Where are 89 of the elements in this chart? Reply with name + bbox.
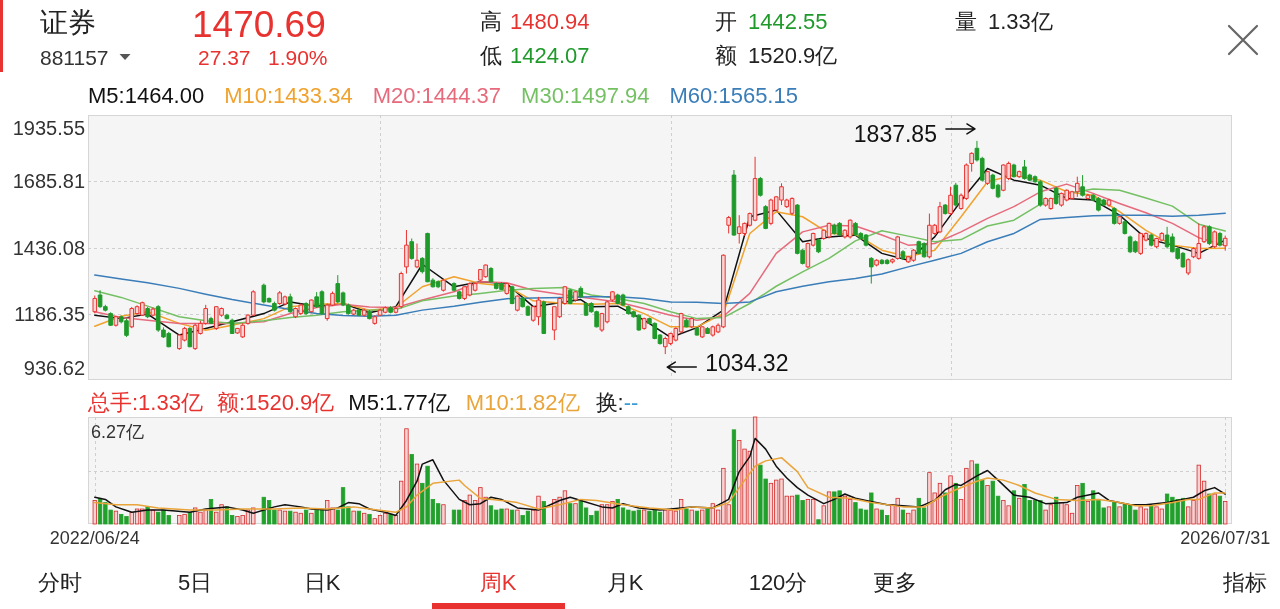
bar	[92, 500, 97, 525]
bar	[1106, 506, 1112, 525]
bar	[351, 510, 356, 525]
bar	[362, 512, 367, 525]
bar	[1223, 501, 1228, 525]
text: M10:1433.34	[224, 82, 353, 108]
bar	[356, 510, 362, 525]
bar	[113, 510, 119, 525]
bar	[568, 503, 573, 525]
text: 指标	[1222, 569, 1267, 595]
text: 1442.55	[748, 8, 828, 34]
text: 更多	[873, 569, 917, 595]
bar	[684, 508, 689, 525]
text: --	[623, 389, 639, 415]
bar	[441, 504, 446, 525]
bar	[1217, 495, 1223, 525]
text: M30:1497.94	[521, 82, 650, 108]
bar	[303, 509, 309, 525]
annotation: 1837.85	[853, 120, 937, 147]
bar	[367, 513, 372, 525]
text: 开	[715, 8, 737, 34]
bar	[288, 510, 293, 525]
bar	[1149, 505, 1154, 525]
text: 分时	[38, 569, 82, 595]
bar	[694, 510, 700, 525]
bar	[985, 485, 990, 525]
text: 1480.94	[510, 8, 590, 34]
bar	[705, 508, 710, 525]
bar	[541, 501, 546, 525]
text: 1520.9亿	[748, 42, 838, 68]
y-tick-label: 936.62	[23, 357, 85, 379]
bar	[504, 508, 509, 525]
text: 120分	[748, 569, 808, 595]
text: M5:1.77亿	[348, 389, 450, 415]
annotation: 6.27亿	[91, 422, 145, 442]
y-tick-label: 1436.08	[12, 236, 85, 259]
bar	[409, 454, 414, 525]
bar	[509, 509, 515, 525]
bar	[1207, 493, 1212, 525]
bar	[689, 509, 694, 525]
text: 额	[715, 42, 737, 68]
bar	[816, 519, 821, 525]
bar	[700, 509, 705, 525]
bar	[573, 503, 578, 525]
text: 低	[480, 42, 502, 68]
bar	[1080, 482, 1085, 525]
annotation: 1034.32	[705, 350, 789, 377]
bar	[953, 482, 958, 525]
bar	[388, 513, 393, 525]
x-tick-label: 2026/07/31	[1180, 528, 1271, 548]
bar	[309, 512, 314, 525]
bar	[943, 492, 948, 525]
y-tick-label: 1935.55	[12, 117, 85, 139]
text: 5日	[177, 569, 213, 595]
text: M60:1565.15	[669, 82, 798, 108]
bar	[1011, 490, 1017, 525]
bar	[900, 509, 906, 525]
bar	[1212, 493, 1217, 525]
y-tick-label: 1186.35	[14, 302, 85, 325]
bar	[187, 511, 193, 525]
bar	[1112, 502, 1117, 525]
text: M20:1444.37	[372, 82, 502, 108]
bar	[515, 509, 520, 525]
text: 1.90%	[268, 45, 328, 69]
text: 日K	[303, 569, 341, 595]
text: 月K	[606, 569, 644, 595]
bar	[1017, 497, 1022, 525]
bar	[948, 475, 953, 525]
bar	[874, 508, 879, 525]
bar	[642, 509, 647, 525]
bar	[1117, 506, 1122, 525]
text: 周K	[479, 569, 517, 595]
text: 总手:1.33亿	[87, 389, 203, 415]
text: 证券	[40, 6, 96, 38]
text: 量	[955, 8, 977, 34]
text: 换:	[595, 389, 624, 415]
text: 1470.69	[192, 3, 326, 45]
text: 881157	[40, 45, 109, 69]
text: 27.37	[198, 45, 251, 69]
text: M10:1.82亿	[465, 389, 580, 415]
bar	[150, 509, 156, 525]
text: M5:1464.00	[88, 82, 205, 108]
bar	[1085, 501, 1091, 525]
text: 1424.07	[510, 42, 590, 68]
x-tick-label: 2022/06/24	[49, 528, 140, 548]
y-tick-label: 1685.81	[12, 170, 85, 193]
text: 高	[480, 8, 502, 34]
text: 1.33亿	[988, 8, 1053, 34]
text: 额:1520.9亿	[216, 389, 335, 415]
